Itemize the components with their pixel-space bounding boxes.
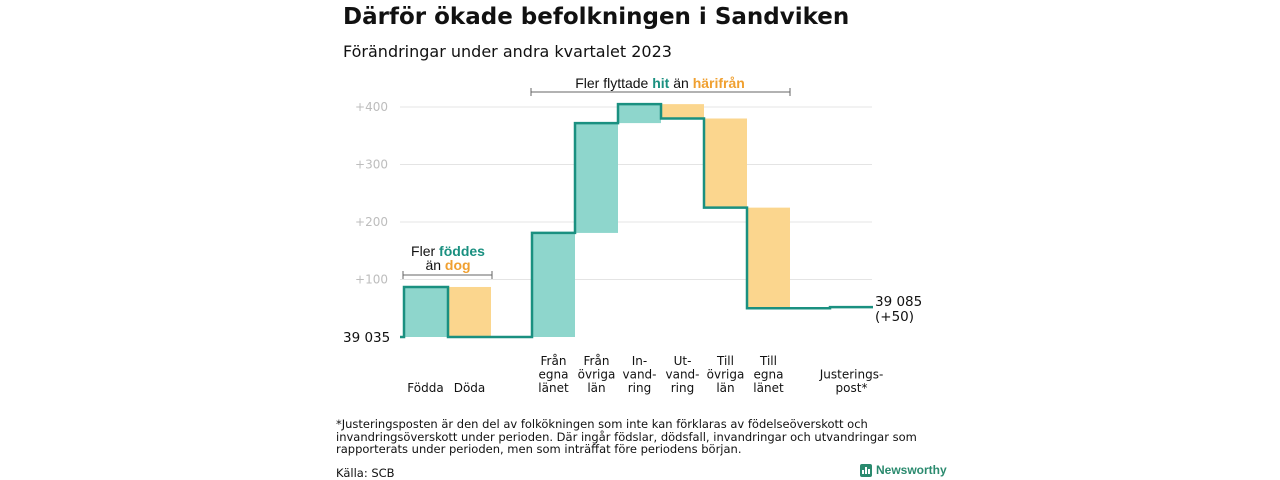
chart-subtitle: Förändringar under andra kvartalet 2023	[343, 42, 672, 61]
x-label-3-1: övriga	[578, 368, 616, 382]
x-label-4-1: vand-	[622, 368, 656, 382]
x-label-4-2: ring	[628, 381, 652, 395]
x-label-4-0: In-	[632, 354, 647, 368]
end-change-label: (+50)	[875, 309, 914, 325]
bar-6	[704, 118, 747, 208]
x-label-5-1: vand-	[665, 368, 699, 382]
x-label-2-0: Från	[541, 354, 567, 368]
bar-2	[532, 232, 575, 337]
births-annotation-miss: dog	[445, 257, 471, 273]
bar-layer	[404, 104, 790, 337]
x-label-7-1: egna	[754, 368, 784, 382]
x-label-3-2: län	[587, 381, 605, 395]
svg-text:Fler flyttade hit än härifrån: Fler flyttade hit än härifrån	[575, 75, 745, 91]
x-label-6-0: Till	[716, 354, 734, 368]
x-label-6-1: övriga	[707, 368, 745, 382]
x-label-1-0: Döda	[454, 381, 486, 395]
bar-0	[404, 286, 447, 337]
y-tick-label-2: +300	[355, 158, 388, 172]
migration-annotation-middle: än	[669, 75, 692, 91]
bar-5	[661, 104, 704, 119]
bar-4	[618, 104, 661, 124]
x-label-5-2: ring	[671, 381, 695, 395]
x-label-2-2: länet	[538, 381, 569, 395]
svg-text:än dog: än dog	[425, 257, 470, 273]
line-layer	[400, 102, 873, 339]
bar-7	[747, 207, 790, 309]
bar-chart-icon	[860, 463, 872, 477]
births-annotation-prefix: Fler	[411, 243, 439, 259]
births-annotation-hit: föddes	[439, 243, 485, 259]
x-label-7-2: länet	[753, 381, 784, 395]
svg-text:Fler föddes: Fler föddes	[411, 243, 485, 259]
start-value-label: 39 035	[343, 330, 390, 346]
x-label-2-1: egna	[539, 368, 569, 382]
bar-3	[575, 123, 618, 233]
migration-annotation-prefix: Fler flyttade	[575, 75, 652, 91]
births-annotation: Fler föddes än dog	[402, 243, 493, 279]
migration-annotation: Fler flyttade hit än härifrån	[530, 75, 791, 96]
source-credit: Källa: SCB	[336, 466, 395, 480]
chart-title: Därför ökade befolkningen i Sandviken	[343, 4, 850, 30]
newsworthy-logo[interactable]: Newsworthy	[860, 463, 947, 477]
label-layer: Födda DödaFrånegnalänetFrånövrigalänIn-va…	[407, 354, 883, 395]
migration-annotation-hit: hit	[652, 75, 669, 91]
footnote: *Justeringsposten är den del av folkökni…	[336, 417, 917, 456]
waterfall-chart: +100+200+300+400 Födda DödaFrånegnalänetF…	[343, 75, 922, 395]
bar-1	[448, 286, 491, 337]
births-annotation-line2-prefix: än	[425, 257, 444, 273]
cumulative-step-line	[400, 102, 873, 339]
end-value-label: 39 085	[875, 294, 922, 310]
x-label-8-0: Justerings-	[819, 368, 884, 382]
x-label-6-2: län	[716, 381, 734, 395]
x-label-7-0: Till	[759, 354, 777, 368]
y-tick-label-0: +100	[355, 273, 388, 287]
y-tick-label-1: +200	[355, 215, 388, 229]
x-label-0-0: Födda	[407, 381, 443, 395]
y-tick-label-3: +400	[355, 100, 388, 114]
migration-annotation-miss: härifrån	[693, 75, 745, 91]
brand-name: Newsworthy	[876, 463, 947, 477]
x-label-8-1: post*	[836, 381, 868, 395]
x-label-3-0: Från	[584, 354, 610, 368]
x-label-5-0: Ut-	[674, 354, 692, 368]
